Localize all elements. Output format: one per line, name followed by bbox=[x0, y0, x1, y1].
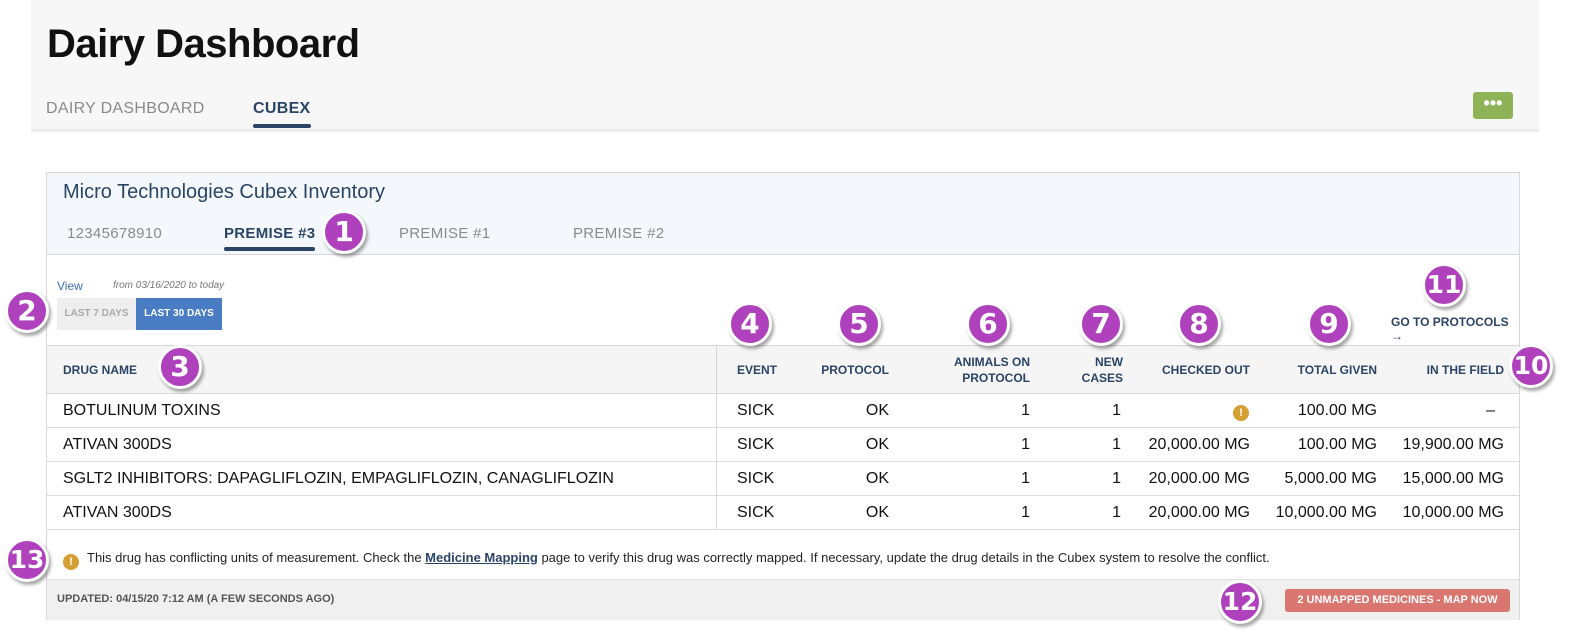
tab-dairy-dashboard[interactable]: DAIRY DASHBOARD bbox=[46, 100, 205, 117]
cell-animals: 1 bbox=[1021, 504, 1030, 521]
cell-protocol: OK bbox=[865, 402, 889, 419]
cell-new-cases: 1 bbox=[1112, 402, 1121, 419]
panel-header: Micro Technologies Cubex Inventory 12345… bbox=[47, 173, 1519, 255]
last-30-days-button[interactable]: LAST 30 DAYS bbox=[136, 298, 222, 330]
cell-in-the-field: 10,000.00 MG bbox=[1402, 504, 1504, 521]
callout-badge-10: 10 bbox=[1509, 344, 1553, 388]
tab-cubex[interactable]: CUBEX bbox=[253, 100, 311, 128]
table-row[interactable]: SGLT2 INHIBITORS: DAPAGLIFLOZIN, EMPAGLI… bbox=[47, 462, 1519, 496]
cell-total-given: 10,000.00 MG bbox=[1275, 504, 1377, 521]
cell-checked-out: 20,000.00 MG bbox=[1148, 504, 1250, 521]
panel-title: Micro Technologies Cubex Inventory bbox=[63, 181, 386, 203]
go-to-protocols-link[interactable]: GO TO PROTOCOLS → bbox=[1391, 315, 1509, 343]
cell-in-the-field: 19,900.00 MG bbox=[1402, 436, 1504, 453]
callout-badge-7: 7 bbox=[1079, 302, 1123, 346]
col-protocol[interactable]: PROTOCOL bbox=[821, 363, 889, 377]
table-row[interactable]: BOTULINUM TOXINS SICK OK 1 1 ! 100.00 MG… bbox=[47, 394, 1519, 428]
cell-new-cases: 1 bbox=[1112, 436, 1121, 453]
callout-badge-13: 13 bbox=[5, 538, 49, 582]
col-event[interactable]: EVENT bbox=[737, 363, 778, 377]
table-row[interactable]: ATIVAN 300DS SICK OK 1 1 20,000.00 MG 10… bbox=[47, 496, 1519, 530]
premise-tab-12345678910[interactable]: 12345678910 bbox=[67, 225, 163, 242]
col-new-line2: CASES bbox=[1081, 371, 1123, 385]
active-tab-underline bbox=[253, 124, 311, 128]
col-drug-name[interactable]: DRUG NAME bbox=[63, 363, 137, 377]
callout-badge-3: 3 bbox=[158, 345, 202, 389]
cell-checked-out: 20,000.00 MG bbox=[1148, 470, 1250, 487]
warning-icon: ! bbox=[63, 554, 79, 570]
cell-in-the-field: – bbox=[1486, 402, 1495, 419]
cell-protocol: OK bbox=[865, 470, 889, 487]
map-unmapped-medicines-button[interactable]: 2 UNMAPPED MEDICINES - MAP NOW bbox=[1285, 589, 1510, 612]
col-animals-line1: ANIMALS ON bbox=[954, 355, 1030, 369]
active-premise-underline bbox=[224, 247, 316, 251]
cell-new-cases: 1 bbox=[1112, 504, 1121, 521]
cubex-inventory-panel: Micro Technologies Cubex Inventory 12345… bbox=[46, 172, 1520, 620]
cell-drug-name: ATIVAN 300DS bbox=[63, 436, 172, 453]
cell-total-given: 100.00 MG bbox=[1297, 436, 1377, 453]
cell-checked-out: ! bbox=[1137, 403, 1249, 421]
premise-tab-3-label: PREMISE #3 bbox=[224, 225, 316, 242]
premise-tab-1[interactable]: PREMISE #1 bbox=[399, 225, 491, 242]
table-row[interactable]: ATIVAN 300DS SICK OK 1 1 20,000.00 MG 10… bbox=[47, 428, 1519, 462]
col-new-line1: NEW bbox=[1095, 355, 1123, 369]
cell-event: SICK bbox=[737, 504, 775, 521]
cell-total-given: 5,000.00 MG bbox=[1284, 470, 1378, 487]
col-total-given[interactable]: TOTAL GIVEN bbox=[1297, 363, 1377, 377]
cell-animals: 1 bbox=[1021, 402, 1030, 419]
view-label: View bbox=[57, 279, 83, 293]
unit-conflict-note: ! This drug has conflicting units of meas… bbox=[63, 550, 1270, 570]
warning-icon[interactable]: ! bbox=[1233, 405, 1249, 421]
callout-badge-9: 9 bbox=[1307, 302, 1351, 346]
cell-event: SICK bbox=[737, 470, 775, 487]
cell-drug-name: SGLT2 INHIBITORS: DAPAGLIFLOZIN, EMPAGLI… bbox=[63, 470, 614, 487]
callout-badge-5: 5 bbox=[837, 302, 881, 346]
top-header-band bbox=[31, 0, 1539, 132]
cell-new-cases: 1 bbox=[1112, 470, 1121, 487]
cell-animals: 1 bbox=[1021, 436, 1030, 453]
cell-animals: 1 bbox=[1021, 470, 1030, 487]
cell-checked-out: 20,000.00 MG bbox=[1148, 436, 1250, 453]
callout-badge-6: 6 bbox=[966, 302, 1010, 346]
col-animals-on-protocol[interactable]: ANIMALS ON PROTOCOL bbox=[927, 354, 1030, 386]
column-divider bbox=[716, 345, 717, 529]
cell-in-the-field: 15,000.00 MG bbox=[1402, 470, 1504, 487]
note-text-after: page to verify this drug was correctly m… bbox=[537, 550, 1270, 565]
premise-tab-2[interactable]: PREMISE #2 bbox=[573, 225, 665, 242]
cell-total-given: 100.00 MG bbox=[1297, 402, 1377, 419]
premise-tab-3[interactable]: PREMISE #3 bbox=[224, 225, 316, 251]
callout-badge-2: 2 bbox=[5, 289, 49, 333]
more-options-button[interactable]: ••• bbox=[1473, 92, 1513, 119]
table-header: DRUG NAME EVENT PROTOCOL ANIMALS ON PROT… bbox=[47, 345, 1519, 394]
col-new-cases[interactable]: NEW CASES bbox=[1067, 354, 1123, 386]
callout-badge-1: 1 bbox=[322, 210, 366, 254]
page-title: Dairy Dashboard bbox=[47, 22, 360, 66]
callout-badge-4: 4 bbox=[728, 302, 772, 346]
cell-drug-name: ATIVAN 300DS bbox=[63, 504, 172, 521]
updated-timestamp: UPDATED: 04/15/20 7:12 AM (A FEW SECONDS… bbox=[57, 593, 335, 605]
tab-cubex-label: CUBEX bbox=[253, 100, 311, 117]
panel-footer: UPDATED: 04/15/20 7:12 AM (A FEW SECONDS… bbox=[47, 579, 1519, 620]
callout-badge-12: 12 bbox=[1218, 580, 1262, 624]
date-range-text: from 03/16/2020 to today bbox=[113, 280, 225, 291]
last-7-days-button[interactable]: LAST 7 DAYS bbox=[57, 298, 136, 330]
col-animals-line2: PROTOCOL bbox=[962, 371, 1030, 385]
cell-event: SICK bbox=[737, 402, 775, 419]
medicine-mapping-link[interactable]: Medicine Mapping bbox=[425, 550, 538, 565]
cell-protocol: OK bbox=[865, 504, 889, 521]
cell-drug-name: BOTULINUM TOXINS bbox=[63, 402, 221, 419]
col-in-the-field[interactable]: IN THE FIELD bbox=[1426, 363, 1504, 377]
cell-event: SICK bbox=[737, 436, 775, 453]
callout-badge-11: 11 bbox=[1422, 263, 1466, 307]
callout-badge-8: 8 bbox=[1177, 302, 1221, 346]
cell-protocol: OK bbox=[865, 436, 889, 453]
note-text-before: This drug has conflicting units of measu… bbox=[87, 550, 426, 565]
col-checked-out[interactable]: CHECKED OUT bbox=[1161, 363, 1250, 377]
